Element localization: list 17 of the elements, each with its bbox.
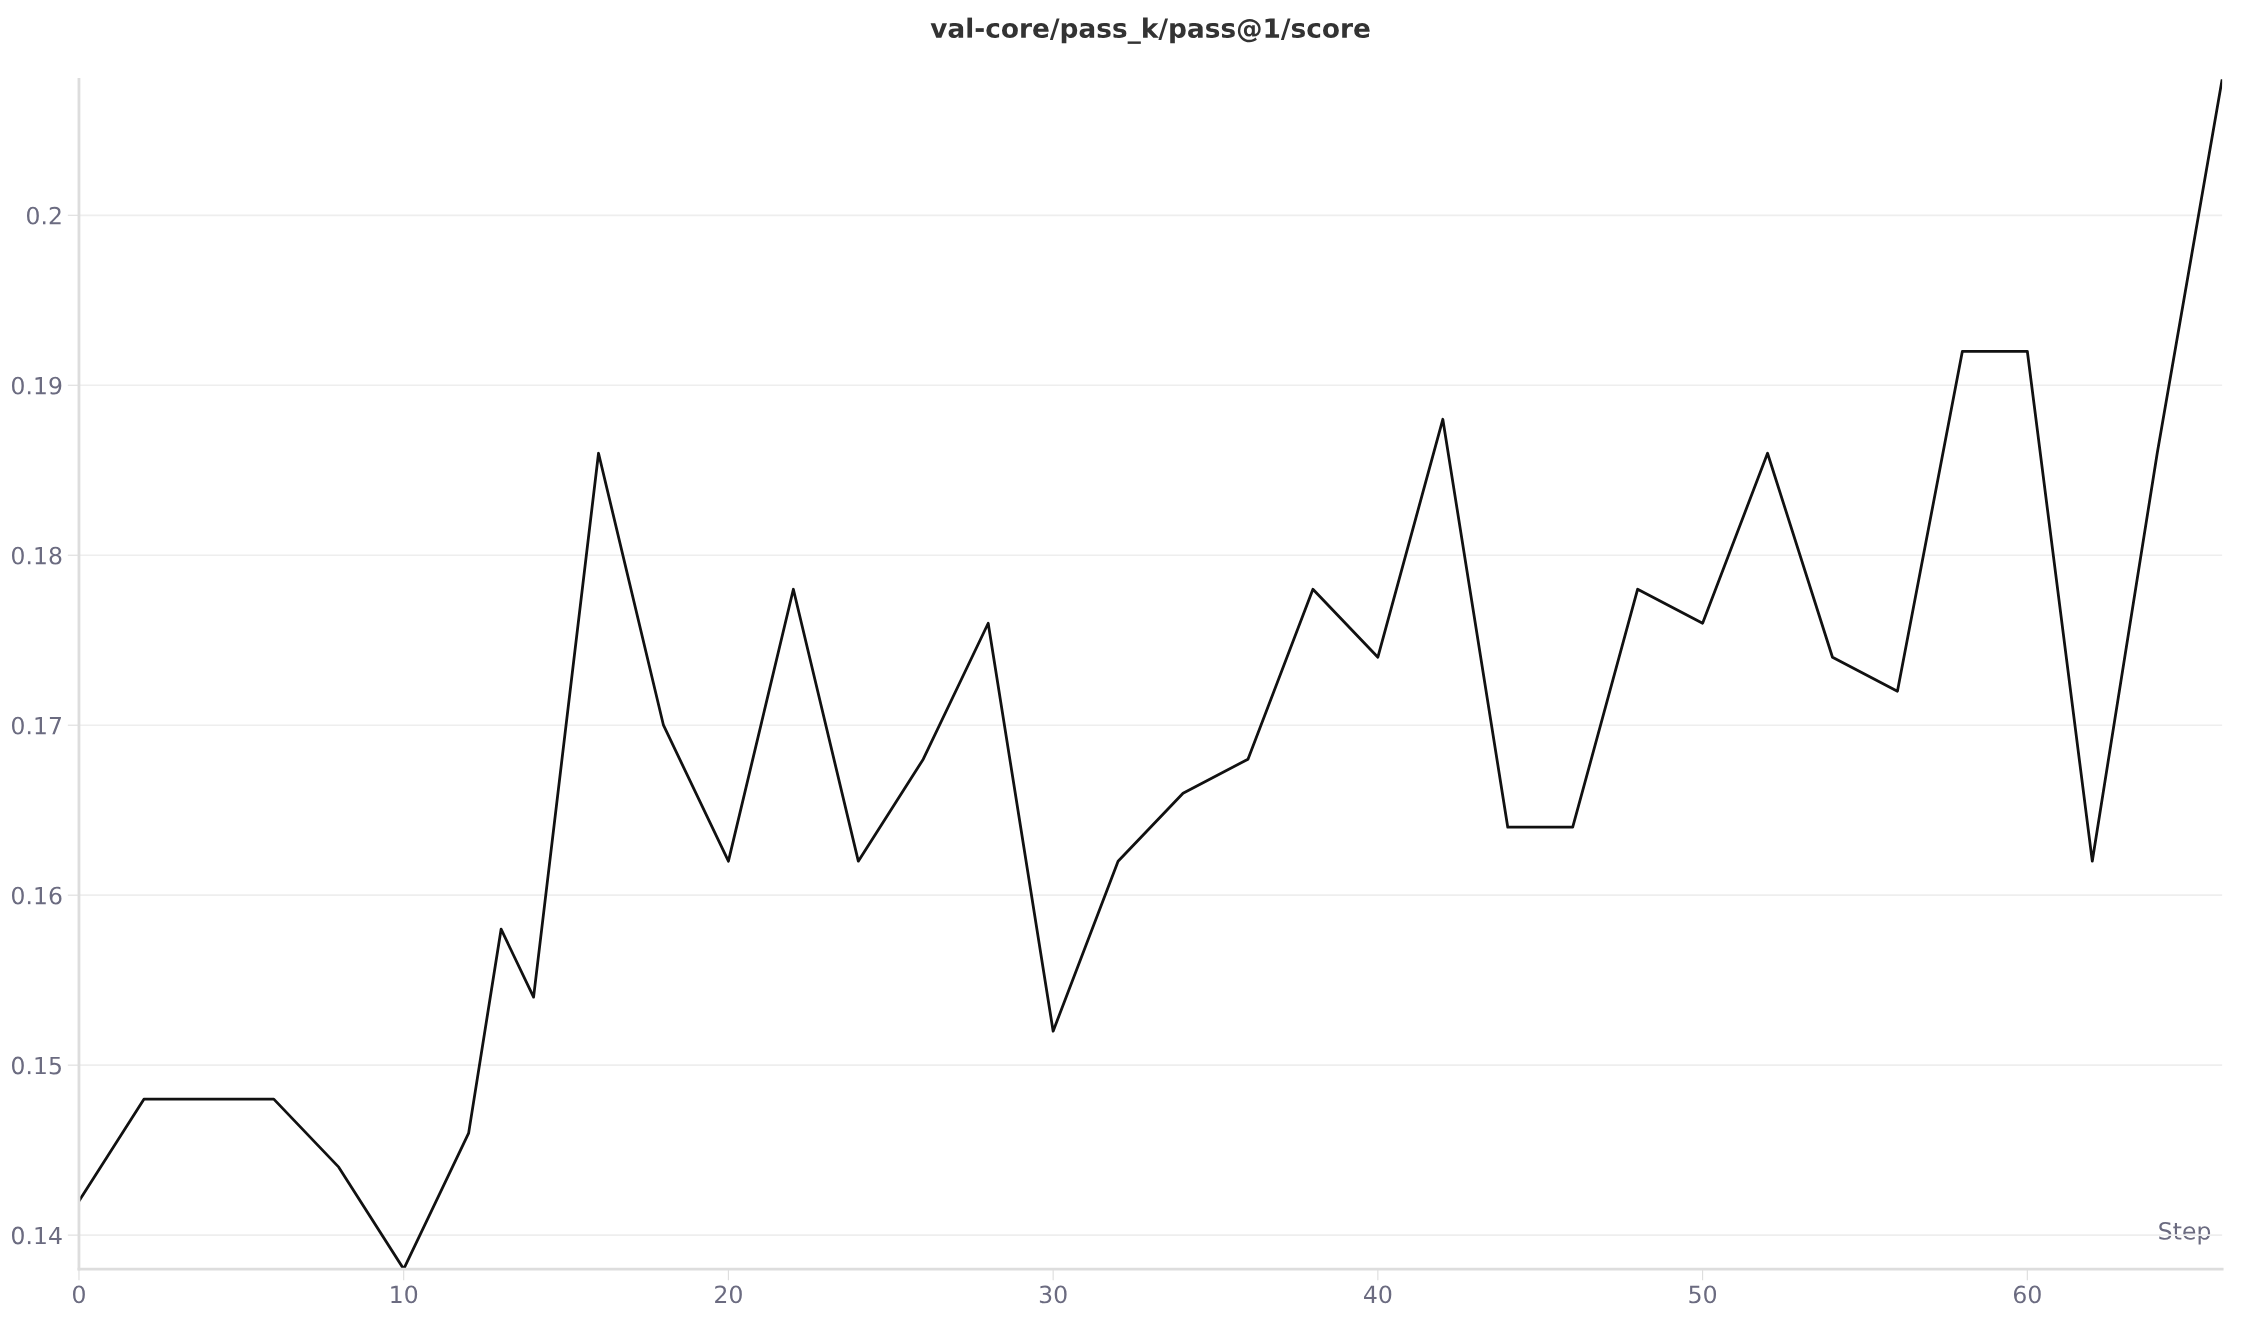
x-tick-label: 40 — [1364, 1285, 1392, 1304]
line-series — [78, 79, 2223, 1270]
y-tick-label: 0.18 — [11, 546, 62, 565]
y-tick-label: 0.2 — [27, 206, 61, 225]
y-tick-label: 0.15 — [11, 1056, 61, 1075]
y-tick-label: 0.14 — [11, 1226, 62, 1245]
x-tick-label: 50 — [1689, 1285, 1717, 1304]
x-tick-label: 0 — [73, 1285, 85, 1304]
y-tick-label: 0.17 — [11, 716, 61, 735]
chart-title: val-core/pass_k/pass@1/score — [930, 17, 1370, 44]
x-tick-label: 30 — [1039, 1285, 1067, 1304]
y-tick-label: 0.19 — [11, 376, 62, 395]
x-axis-title: Step — [2159, 1221, 2211, 1245]
y-tick-label: 0.16 — [11, 886, 62, 905]
x-tick-label: 60 — [2013, 1285, 2041, 1304]
x-tick-label: 20 — [715, 1285, 742, 1304]
x-tick-label: 10 — [391, 1285, 418, 1304]
